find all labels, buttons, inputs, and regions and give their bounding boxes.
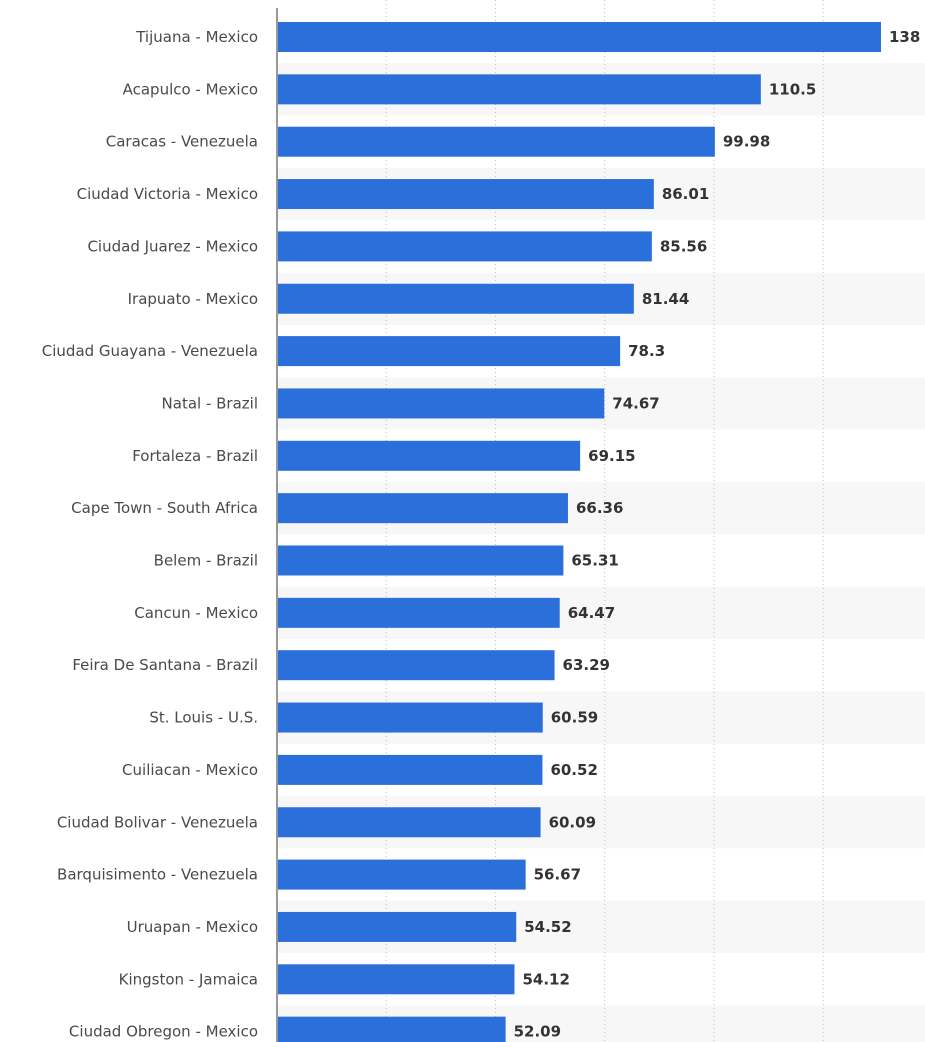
value-label: 54.12 <box>522 970 569 988</box>
bar <box>278 545 564 576</box>
value-label: 64.47 <box>568 604 615 622</box>
category-label: Ciudad Victoria - Mexico <box>77 185 258 203</box>
value-label: 74.67 <box>612 394 659 412</box>
value-label: 66.36 <box>576 499 623 517</box>
value-label: 52.09 <box>514 1023 561 1041</box>
value-label: 78.3 <box>628 342 665 360</box>
category-label: Fortaleza - Brazil <box>132 447 258 465</box>
bar <box>278 336 621 367</box>
value-label: 85.56 <box>660 237 707 255</box>
category-label: Tijuana - Mexico <box>135 28 258 46</box>
bar <box>278 388 605 419</box>
value-label: 56.67 <box>534 866 581 884</box>
category-label: Cancun - Mexico <box>134 604 258 622</box>
value-labels: 138 110.5 99.98 86.01 85.56 81.44 78.3 74.67 69.… <box>514 28 921 1041</box>
value-label: 65.31 <box>571 552 618 570</box>
value-label: 60.52 <box>550 761 597 779</box>
value-label: 63.29 <box>563 656 610 674</box>
bar <box>278 179 654 210</box>
value-label: 81.44 <box>642 290 689 308</box>
bar <box>278 807 541 838</box>
value-label: 110.5 <box>769 80 816 98</box>
category-label: Kingston - Jamaica <box>119 970 258 988</box>
bar <box>278 1016 506 1042</box>
value-label: 99.98 <box>723 133 770 151</box>
value-label: 69.15 <box>588 447 635 465</box>
category-labels: Tijuana - Mexico Acapulco - Mexico Caracas… <box>42 28 258 1041</box>
category-label: Feira De Santana - Brazil <box>72 656 258 674</box>
category-label: Ciudad Bolivar - Venezuela <box>57 813 258 831</box>
bar <box>278 126 715 157</box>
bar <box>278 911 517 942</box>
bar <box>278 231 652 262</box>
category-label: Acapulco - Mexico <box>123 80 258 98</box>
bar <box>278 440 581 471</box>
bar <box>278 859 526 890</box>
category-label: Ciudad Guayana - Venezuela <box>42 342 258 360</box>
category-label: Belem - Brazil <box>154 552 258 570</box>
category-label: Irapuato - Mexico <box>128 290 258 308</box>
category-label: Barquisimento - Venezuela <box>57 866 258 884</box>
category-label: Cuiliacan - Mexico <box>122 761 258 779</box>
category-label: Uruapan - Mexico <box>127 918 258 936</box>
bar <box>278 754 543 785</box>
bar <box>278 22 881 52</box>
bar <box>278 650 555 681</box>
bar <box>278 597 560 628</box>
bar <box>278 74 761 105</box>
bar <box>278 702 543 733</box>
value-label: 86.01 <box>662 185 709 203</box>
value-label: 60.09 <box>549 813 596 831</box>
category-label: Caracas - Venezuela <box>106 133 258 151</box>
value-label: 54.52 <box>524 918 571 936</box>
category-label: Cape Town - South Africa <box>71 499 258 517</box>
value-label: 60.59 <box>551 709 598 727</box>
category-label: Natal - Brazil <box>162 394 258 412</box>
bar <box>278 493 568 524</box>
category-label: Ciudad Juarez - Mexico <box>87 237 258 255</box>
bar <box>278 283 634 314</box>
value-label: 138 <box>889 28 920 46</box>
category-label: Ciudad Obregon - Mexico <box>69 1023 258 1041</box>
bars <box>278 22 881 1042</box>
category-label: St. Louis - U.S. <box>149 709 258 727</box>
bar <box>278 964 515 995</box>
